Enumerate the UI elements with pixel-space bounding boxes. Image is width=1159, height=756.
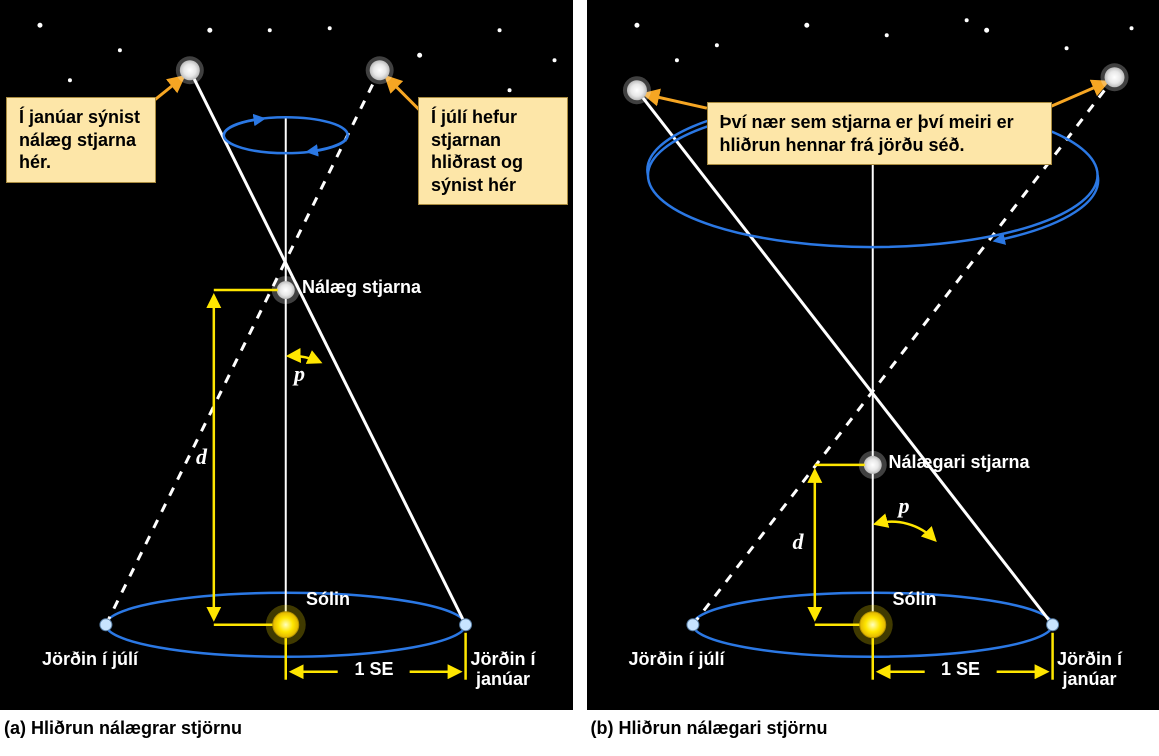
near-star-label: Nálæg stjarna <box>302 278 421 298</box>
panel-a-wrap: Í janúar sýnist nálæg stjarna hér. Í júl… <box>0 0 573 739</box>
sun-label: Sólin <box>893 590 937 610</box>
callout-january-text: Í janúar sýnist nálæg stjarna hér. <box>19 107 140 172</box>
earth-jan-label: Jörðin í janúar <box>448 650 558 690</box>
sun-label: Sólin <box>306 590 350 610</box>
callout-main-text: Því nær sem stjarna er því meiri er hlið… <box>720 112 1014 155</box>
connector-jul <box>1046 82 1106 108</box>
p-angle <box>875 522 934 540</box>
connector-jan <box>644 94 706 108</box>
panel-b: Því nær sem stjarna er því meiri er hlið… <box>587 0 1159 710</box>
near-star <box>277 281 295 299</box>
d-var-label: d <box>793 530 804 554</box>
panel-a: Í janúar sýnist nálæg stjarna hér. Í júl… <box>0 0 573 710</box>
bg-stars <box>634 18 1133 62</box>
earth-jul-dot <box>686 619 698 631</box>
au-label: 1 SE <box>929 660 993 680</box>
panel-b-caption: (b) Hliðrun nálægari stjörnu <box>587 710 1159 739</box>
sun <box>273 612 299 638</box>
callout-july: Í júlí hefur stjarnan hliðrast og sýnist… <box>418 97 568 205</box>
callout-main: Því nær sem stjarna er því meiri er hlið… <box>707 102 1052 165</box>
panel-a-caption: (a) Hliðrun nálægrar stjörnu <box>0 710 573 739</box>
earth-jan-dot <box>460 619 472 631</box>
earth-jan-label: Jörðin í janúar <box>1035 650 1145 690</box>
figure-container: Í janúar sýnist nálæg stjarna hér. Í júl… <box>0 0 1159 739</box>
callout-july-text: Í júlí hefur stjarnan hliðrast og sýnist… <box>431 107 523 195</box>
au-label: 1 SE <box>342 660 406 680</box>
earth-jul-label: Jörðin í júlí <box>35 650 145 670</box>
sightline-jan <box>636 90 1052 625</box>
near-star-label: Nálægari stjarna <box>889 453 1030 473</box>
earth-jul-dot <box>100 619 112 631</box>
bg-stars <box>37 23 556 92</box>
d-var-label: d <box>196 445 207 469</box>
p-var-label: p <box>899 494 910 518</box>
connector-jul <box>387 77 420 110</box>
near-star <box>863 456 881 474</box>
p-var-label: p <box>294 362 305 386</box>
panel-b-wrap: Því nær sem stjarna er því meiri er hlið… <box>587 0 1159 739</box>
d-bracket <box>214 290 278 625</box>
earth-jan-dot <box>1046 619 1058 631</box>
callout-january: Í janúar sýnist nálæg stjarna hér. <box>6 97 156 183</box>
earth-jul-label: Jörðin í júlí <box>622 650 732 670</box>
d-bracket <box>814 465 864 625</box>
sun <box>859 612 885 638</box>
